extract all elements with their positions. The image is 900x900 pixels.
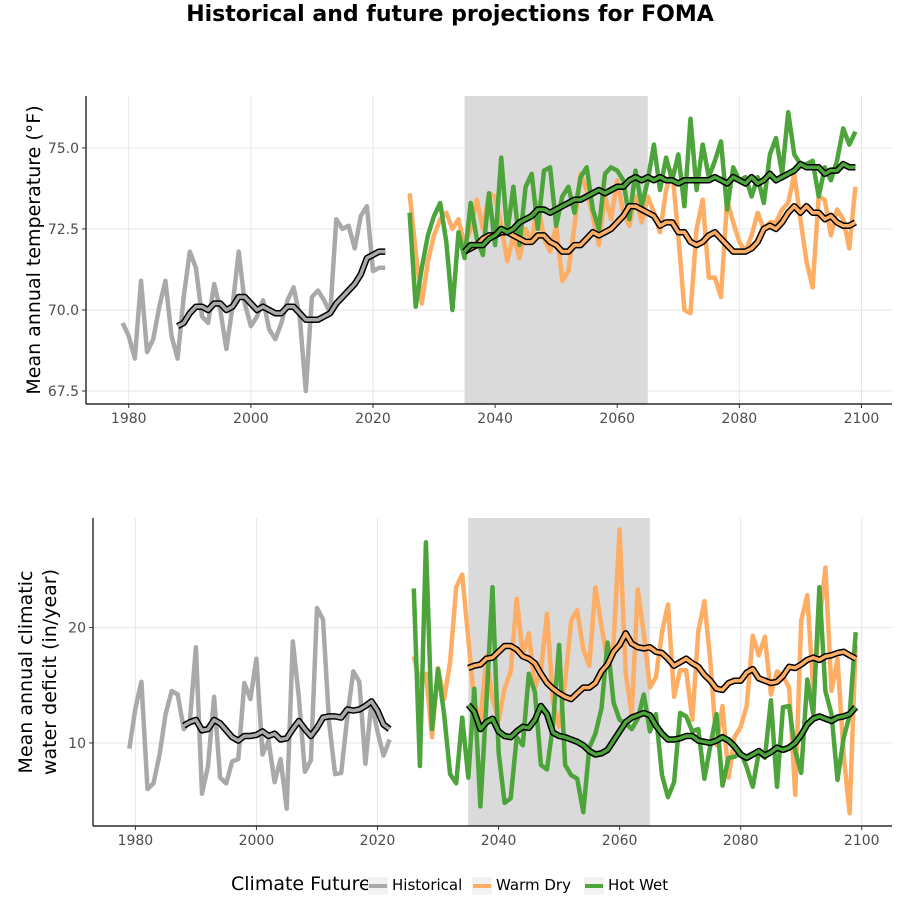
x-tick-label: 2000	[233, 411, 269, 427]
trend-line-historical-trend	[182, 699, 391, 743]
legend-item-historical: Historical	[368, 876, 462, 895]
y-tick-label: 67.5	[48, 384, 79, 400]
legend-label-warm-dry: Warm Dry	[496, 876, 571, 894]
chart-title: Historical and future projections for FO…	[186, 2, 714, 27]
x-tick-label: 2060	[599, 411, 635, 427]
water-deficit-panel: 1980 2000 2020 2040 2060 2080 2100 10 20 Mean ann…	[15, 518, 892, 849]
y-tick-label: 75.0	[48, 141, 79, 157]
series-line-historical	[127, 605, 392, 811]
x-tick-label: 1980	[118, 833, 154, 849]
x-tick-label: 2040	[481, 833, 517, 849]
trend-line-hot-wet-trend	[466, 703, 858, 760]
x-tick-label: 1980	[111, 411, 147, 427]
legend-label-hot-wet: Hot Wet	[608, 876, 669, 894]
trend-line-warm-dry-trend	[467, 631, 857, 701]
y-axis-title-line: water deficit (in/year)	[39, 569, 61, 775]
x-tick-label: 2000	[239, 833, 275, 849]
y-axis-title-line: Mean annual temperature (°F)	[23, 105, 45, 394]
y-axis-title-line: Mean annual climatic	[15, 571, 37, 774]
series-line-historical	[120, 203, 386, 394]
legend-label-historical: Historical	[392, 876, 463, 894]
legend-key-hot-wet	[584, 876, 604, 895]
legend-item-warm-dry: Warm Dry	[472, 876, 571, 895]
y-tick-label: 20	[68, 621, 86, 637]
legend-item-hot-wet: Hot Wet	[584, 876, 668, 895]
y-axis-title: Mean annual climatic water deficit (in/ye…	[15, 569, 61, 775]
x-tick-label: 2040	[477, 411, 513, 427]
temperature-panel: 1980 2000 2020 2040 2060 2080 2100 67.5 70.0 72.5…	[23, 96, 892, 427]
trend-line-historical-trend	[176, 249, 386, 328]
shaded-period	[464, 96, 648, 404]
trend-line-warm-dry-trend	[463, 204, 857, 254]
y-axis-title: Mean annual temperature (°F)	[23, 105, 45, 394]
y-tick-label: 70.0	[48, 303, 79, 319]
x-tick-label: 2100	[844, 411, 880, 427]
legend-key-warm-dry	[472, 876, 492, 895]
legend: Climate Future Historical Warm Dry Hot W…	[0, 872, 900, 898]
legend-key-historical	[368, 876, 388, 895]
x-tick-label: 2020	[360, 833, 396, 849]
series-line-hot-wet	[411, 539, 858, 815]
y-tick-label: 72.5	[48, 222, 79, 238]
y-tick-label: 10	[68, 736, 86, 752]
legend-title: Climate Future	[231, 873, 371, 895]
x-tick-label: 2100	[844, 833, 880, 849]
x-tick-label: 2060	[602, 833, 638, 849]
x-tick-label: 2080	[723, 833, 759, 849]
trend-line-hot-wet-trend	[463, 162, 856, 253]
x-tick-label: 2020	[355, 411, 391, 427]
x-tick-label: 2080	[722, 411, 758, 427]
